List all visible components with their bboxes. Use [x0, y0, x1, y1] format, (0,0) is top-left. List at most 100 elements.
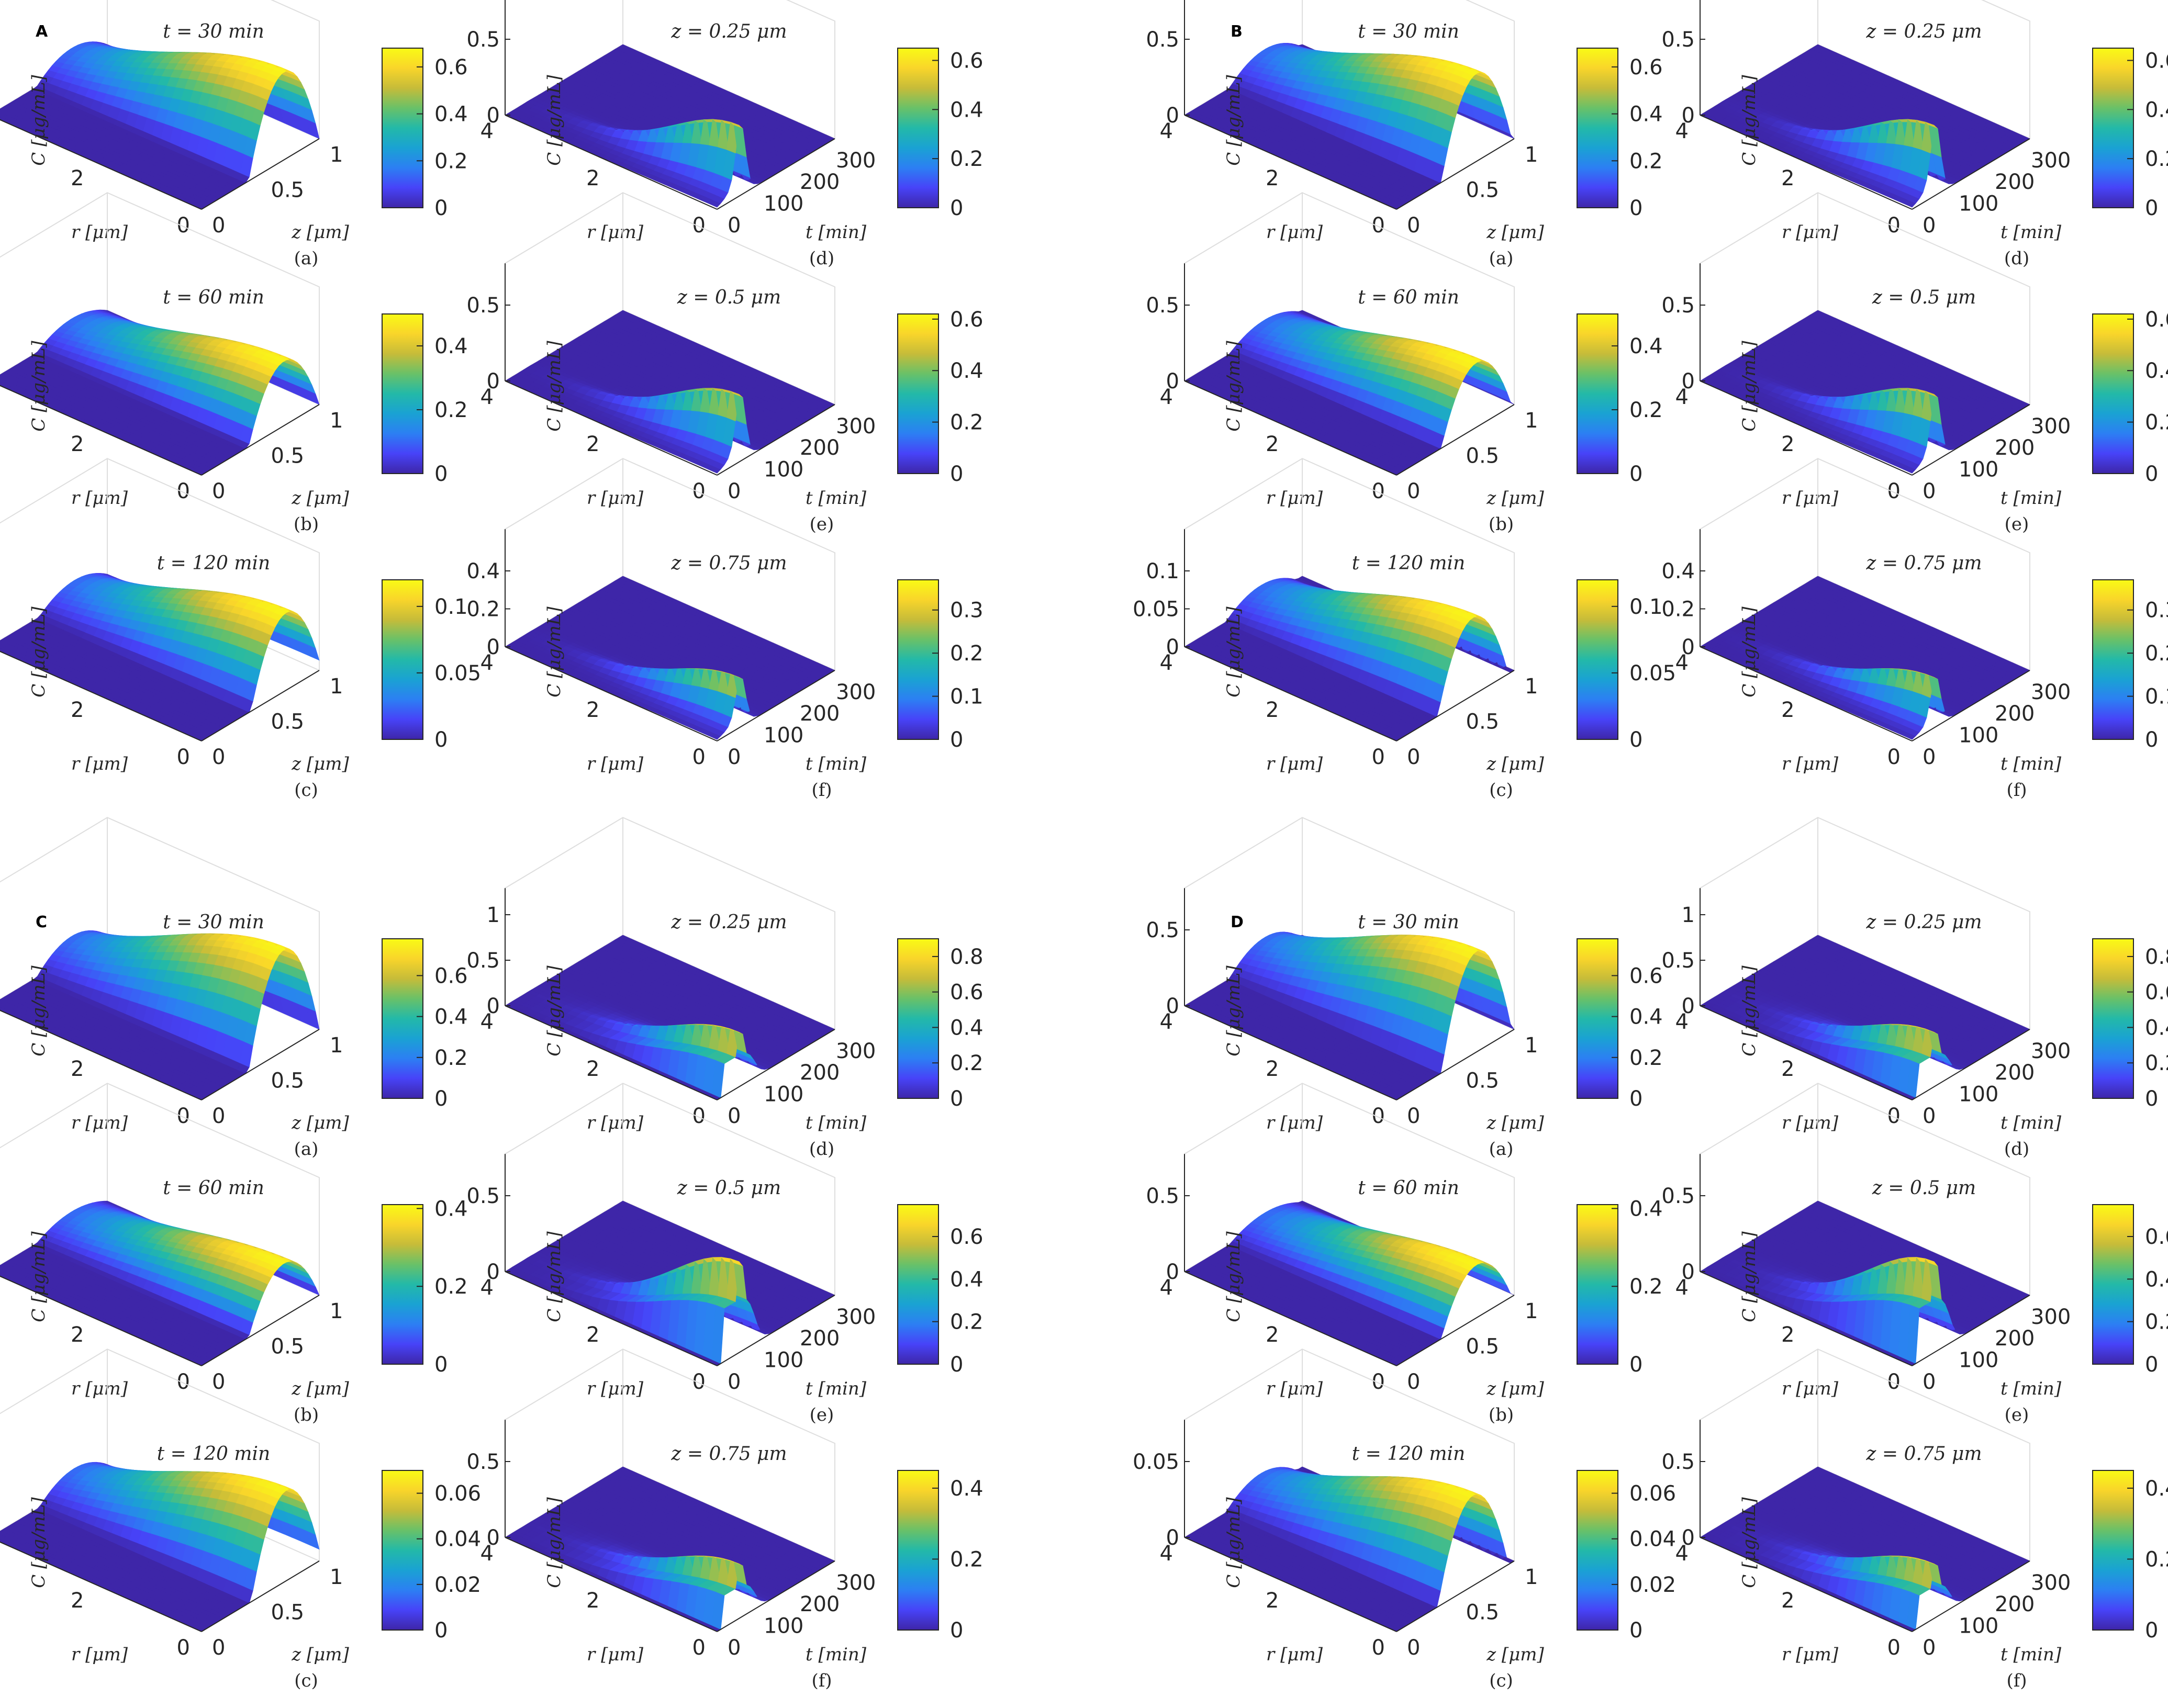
z-tick-label: 0.5	[466, 294, 500, 318]
colorbar-fill	[382, 313, 423, 474]
subplot-caption: (c)	[294, 780, 318, 801]
colorbar-tick-label: 0.3	[950, 599, 984, 623]
colorbar-tick-label: 0	[950, 728, 963, 752]
x-axis-label: t [min]	[806, 488, 867, 509]
y-axis-label: r [μm]	[71, 222, 128, 243]
x-tick-label: 200	[800, 702, 840, 726]
y-tick-label: 4	[480, 385, 494, 409]
y-axis-label: r [μm]	[71, 754, 128, 774]
surface-mesh	[0, 41, 320, 210]
colorbar-tick-label: 0.05	[434, 661, 481, 686]
subplot-A-f: z = 0.75 μm 0 0.2 0.4 C [μg/mL] 0 2 4 r [μm] 0 100…	[466, 458, 984, 801]
x-tick-label: 1	[330, 675, 343, 699]
x-tick-label: 200	[800, 436, 840, 460]
subplot-title: z = 0.75 μm	[670, 553, 787, 574]
y-tick-label: 2	[586, 698, 599, 722]
y-tick-label: 0	[177, 479, 190, 503]
x-axis-label: z [μm]	[291, 488, 349, 509]
z-axis-label: C [μg/mL]	[544, 606, 565, 698]
x-tick-label: 0	[212, 214, 225, 238]
colorbar: 0 0.1 0.2 0.3	[897, 579, 984, 752]
z-axis-label: C [μg/mL]	[544, 341, 565, 432]
subplot-caption: (f)	[811, 780, 832, 801]
z-axis-label: C [μg/mL]	[28, 75, 49, 166]
x-tick-label: 0	[212, 479, 225, 503]
colorbar-fill	[897, 579, 939, 740]
y-tick-label: 0	[692, 214, 706, 238]
x-tick-label: 100	[764, 724, 803, 748]
colorbar: 00.20.40.6	[897, 48, 984, 220]
panel-label: A	[36, 23, 48, 41]
y-tick-label: 4	[480, 119, 494, 143]
x-tick-label: 100	[764, 192, 803, 216]
x-tick-label: 1	[330, 143, 343, 167]
x-tick-label: 300	[836, 680, 876, 704]
x-tick-label: 0.5	[271, 710, 305, 734]
colorbar-tick-label: 0.2	[950, 642, 984, 666]
colorbar-tick-label: 0.2	[434, 149, 468, 173]
y-tick-label: 0	[177, 745, 190, 769]
y-tick-label: 2	[71, 432, 84, 456]
subplot-caption: (d)	[809, 248, 834, 269]
x-tick-label: 300	[836, 414, 876, 439]
subplot-title: t = 60 min	[163, 287, 264, 308]
y-tick-label: 0	[692, 745, 706, 769]
colorbar-tick-label: 0.1	[434, 595, 468, 619]
colorbar-tick-label: 0.2	[950, 411, 984, 435]
colorbar-tick-label: 0.6	[950, 308, 984, 332]
x-tick-label: 0	[728, 745, 741, 769]
y-tick-label: 0	[177, 214, 190, 238]
colorbar: 0 0.2 0.4 0.6	[382, 48, 468, 220]
x-axis-label: t [min]	[806, 754, 867, 774]
subplot-caption: (a)	[294, 248, 319, 269]
x-tick-label: 1	[330, 409, 343, 433]
colorbar-tick-label: 0	[434, 196, 448, 220]
colorbar-tick-label: 0	[434, 462, 448, 486]
y-tick-label: 4	[480, 651, 494, 675]
colorbar-fill	[897, 313, 939, 474]
x-tick-label: 0	[728, 479, 741, 503]
subplot-title: t = 30 min	[1358, 21, 1459, 42]
colorbar-tick-label: 0.4	[950, 359, 984, 383]
z-axis-label: C [μg/mL]	[28, 341, 49, 432]
colorbar-tick-label: 0.2	[434, 398, 468, 422]
y-tick-label: 0	[692, 479, 706, 503]
grid-box	[270, 0, 320, 139]
colorbar: 0 0.2 0.4 0.6	[897, 308, 984, 486]
x-axis-label: z [μm]	[291, 754, 349, 774]
x-axis-label: z [μm]	[291, 222, 349, 243]
colorbar-tick-label: 0	[434, 728, 448, 752]
subplot-title: t = 120 min	[157, 553, 271, 574]
z-tick-label: 0.5	[466, 28, 500, 52]
x-axis-label: t [min]	[806, 222, 867, 243]
y-tick-label: 2	[586, 432, 599, 456]
z-tick-label: 0.2	[466, 598, 500, 622]
colorbar-tick-label: 0	[950, 462, 963, 486]
colorbar-tick-label: 0.4	[434, 103, 468, 127]
x-tick-label: 0	[212, 745, 225, 769]
colorbar-fill	[382, 579, 423, 740]
colorbar-tick-label: 0.6	[434, 55, 468, 80]
y-axis-label: r [μm]	[71, 488, 128, 509]
colorbar-tick-label: 0.1	[950, 685, 984, 709]
x-tick-label: 0.5	[271, 178, 305, 203]
colorbar: 00.20.4	[382, 313, 468, 486]
colorbar-tick-label: 0.4	[950, 98, 984, 122]
subplot-title: z = 0.5 μm	[677, 287, 781, 308]
y-axis-label: r [μm]	[587, 754, 644, 774]
z-axis-label: C [μg/mL]	[544, 75, 565, 166]
z-axis-label: C [μg/mL]	[28, 606, 49, 698]
y-tick-label: 2	[586, 166, 599, 190]
z-tick-label: 0.4	[466, 559, 500, 583]
colorbar-tick-label: 0	[950, 196, 963, 220]
x-tick-label: 300	[836, 149, 876, 173]
